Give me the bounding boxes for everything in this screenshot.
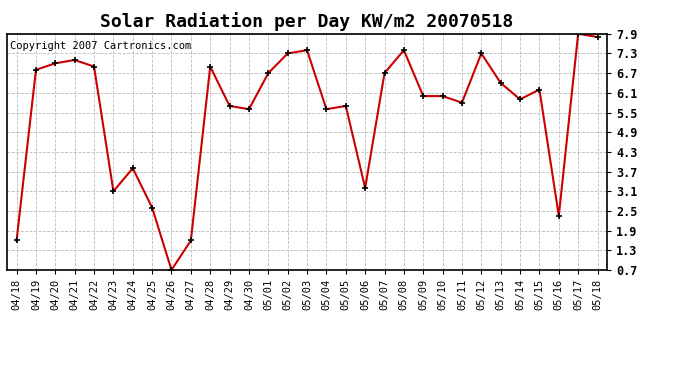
Text: Copyright 2007 Cartronics.com: Copyright 2007 Cartronics.com — [10, 41, 191, 51]
Title: Solar Radiation per Day KW/m2 20070518: Solar Radiation per Day KW/m2 20070518 — [101, 12, 513, 31]
